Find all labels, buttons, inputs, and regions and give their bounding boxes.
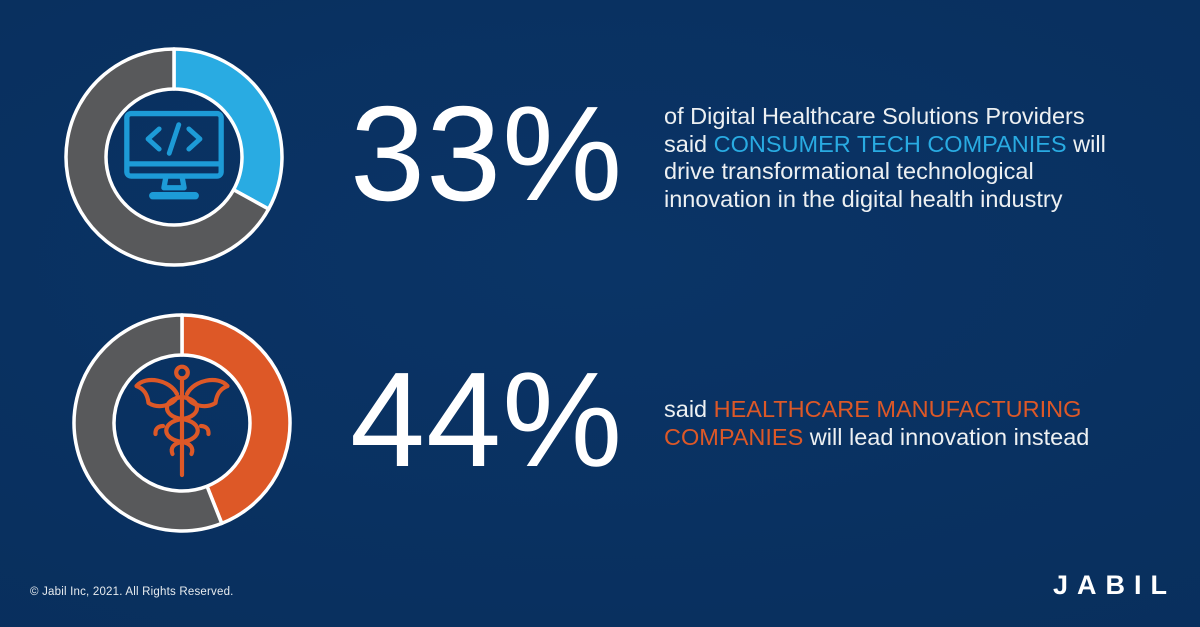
stat-description-healthcare-manufacturing: said HEALTHCARE MANUFACTURING COMPANIES … <box>664 396 1189 451</box>
code-monitor-icon <box>121 108 227 206</box>
text-segment: of Digital Healthcare Solutions Provider… <box>664 103 1085 157</box>
stat-percent-healthcare-manufacturing: 44% <box>350 344 624 495</box>
text-segment: HEALTHCARE MANUFACTURING COMPANIES <box>664 396 1082 450</box>
stat-description-consumer-tech: of Digital Healthcare Solutions Provider… <box>664 103 1189 213</box>
stat-percent-consumer-tech: 33% <box>350 78 624 229</box>
donut-chart-healthcare-manufacturing <box>70 311 294 535</box>
text-segment: will lead innovation instead <box>803 423 1090 450</box>
donut-segment-remainder <box>72 313 224 533</box>
text-segment: CONSUMER TECH COMPANIES <box>713 130 1067 157</box>
donut-chart-consumer-tech <box>62 45 286 269</box>
donut-segment-accent <box>172 47 284 211</box>
text-segment: will drive transformational technologica… <box>664 130 1106 212</box>
donut-segment-accent <box>180 313 292 526</box>
copyright-text: © Jabil Inc, 2021. All Rights Reserved. <box>30 586 234 598</box>
jabil-logo: JABIL <box>1052 570 1176 600</box>
text-segment: said <box>664 396 714 422</box>
donut-ring <box>64 47 284 267</box>
caduceus-icon <box>132 363 232 483</box>
donut-ring <box>72 313 292 533</box>
donut-segment-remainder <box>64 47 271 267</box>
